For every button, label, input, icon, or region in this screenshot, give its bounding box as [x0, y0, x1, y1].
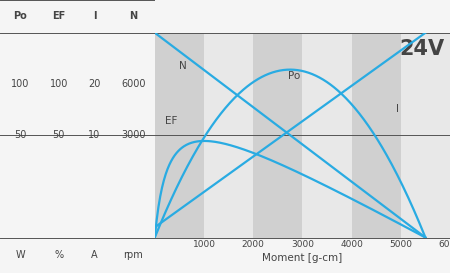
Text: N: N: [129, 11, 137, 21]
Text: %: %: [54, 250, 63, 260]
Text: EF: EF: [52, 11, 65, 21]
Bar: [351, 33, 401, 238]
Text: 50: 50: [14, 130, 26, 140]
Text: 50: 50: [53, 130, 65, 140]
Text: EF: EF: [165, 116, 177, 126]
Text: 6000: 6000: [121, 79, 145, 89]
Bar: [155, 33, 204, 238]
Text: I: I: [396, 103, 399, 114]
Text: W: W: [15, 250, 25, 260]
Bar: [401, 33, 450, 238]
Text: 100: 100: [11, 79, 29, 89]
Text: 3000: 3000: [121, 130, 145, 140]
X-axis label: Moment [g-cm]: Moment [g-cm]: [262, 253, 342, 263]
Text: Po: Po: [13, 11, 27, 21]
Text: N: N: [180, 61, 187, 70]
Bar: [204, 33, 253, 238]
Text: 10: 10: [88, 130, 100, 140]
Text: Po: Po: [288, 71, 300, 81]
Text: I: I: [93, 11, 96, 21]
Text: 24V: 24V: [399, 39, 444, 59]
Text: 100: 100: [50, 79, 68, 89]
Text: rpm: rpm: [123, 250, 143, 260]
Bar: [302, 33, 351, 238]
Text: 20: 20: [88, 79, 101, 89]
Bar: [253, 33, 302, 238]
Text: A: A: [91, 250, 98, 260]
